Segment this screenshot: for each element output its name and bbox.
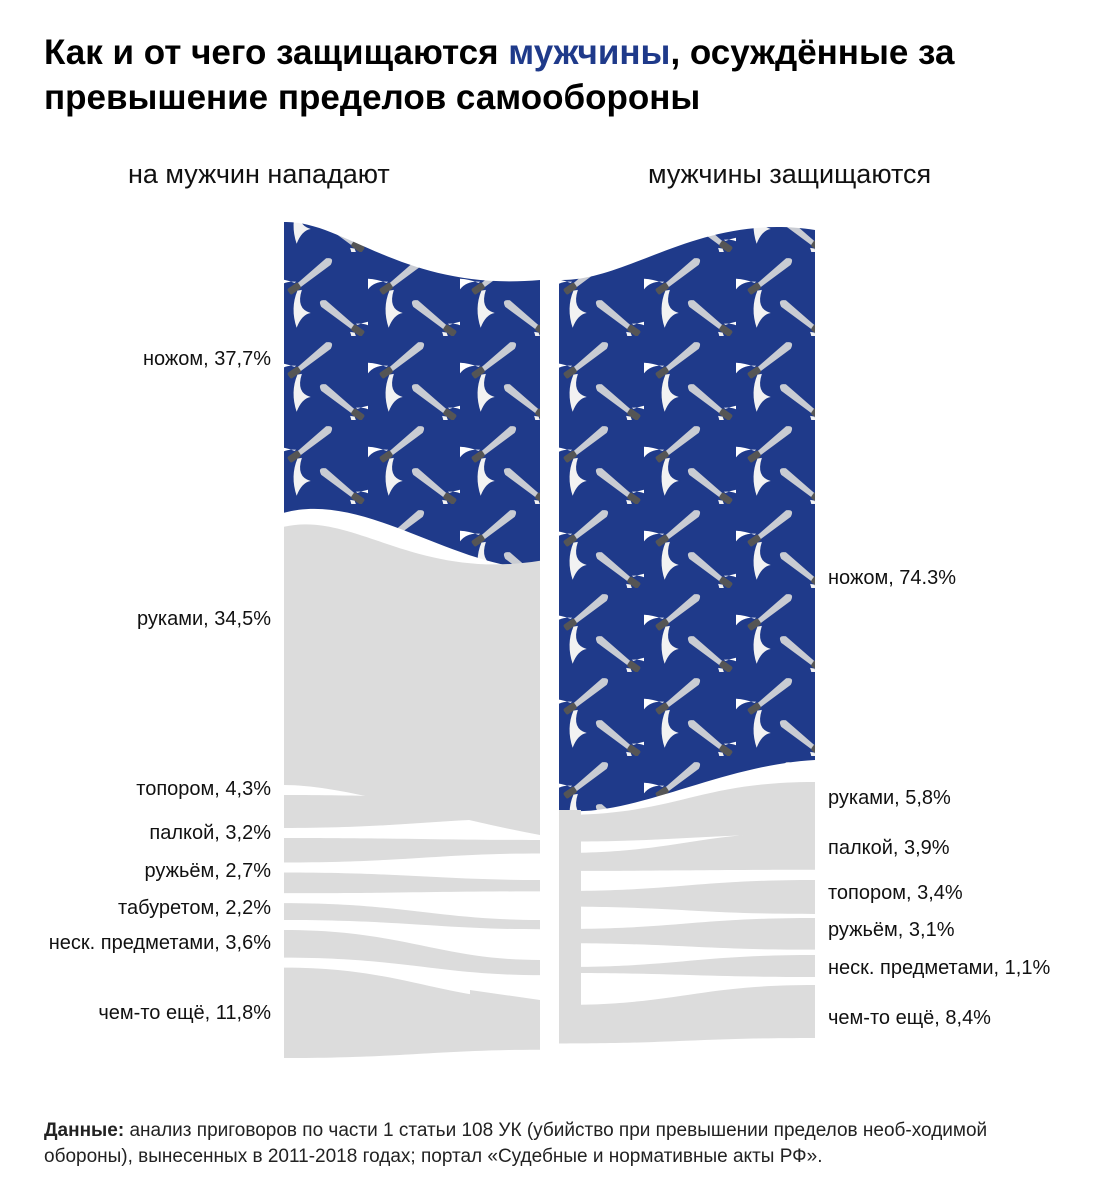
title-highlight: мужчины	[508, 33, 671, 72]
left-label-2: топором, 4,3%	[136, 778, 271, 800]
title-part2: , осуждённые за превышение пределов само…	[44, 33, 955, 117]
left-band-5	[284, 903, 540, 930]
title-part1: Как и от чего защищаются	[44, 33, 509, 72]
source-label: Данные:	[44, 1120, 125, 1141]
left-band-hands	[284, 524, 540, 836]
right-band-6	[559, 985, 815, 1044]
right-band-2	[559, 832, 815, 871]
right-label-5: неск. предметами, 1,1%	[828, 957, 1050, 979]
left-label-5: табуретом, 2,2%	[118, 897, 271, 919]
left-band-7	[284, 967, 540, 1058]
left-band-tail	[470, 990, 540, 1018]
source-text: анализ приговоров по части 1 статьи 108 …	[44, 1120, 988, 1167]
right-band-4	[559, 918, 815, 950]
right-column-heading: мужчины защищаются	[648, 159, 932, 189]
right-label-6: чем-то ещё, 8,4%	[828, 1007, 991, 1029]
left-label-0: ножом, 37,7%	[143, 348, 271, 370]
left-band-3	[284, 837, 540, 863]
right-label-2: палкой, 3,9%	[828, 837, 950, 859]
right-label-0: ножом, 74.3%	[828, 567, 956, 589]
sankey-chart: ножом, 37,7% руками, 34,5% топором, 4,3% па…	[49, 221, 1050, 1058]
right-label-4: ружьём, 3,1%	[828, 919, 955, 941]
left-label-1: руками, 34,5%	[137, 608, 271, 630]
right-band-5	[559, 955, 815, 977]
left-band-6	[284, 930, 540, 976]
right-label-3: топором, 3,4%	[828, 882, 963, 904]
right-band-knife	[559, 227, 815, 812]
left-label-7: чем-то ещё, 11,8%	[98, 1002, 271, 1024]
right-band-1	[559, 782, 815, 842]
right-band-3	[559, 880, 815, 914]
left-band-2	[284, 795, 540, 828]
chart-title: Как и от чего защищаются мужчины, осуждё…	[44, 30, 1074, 120]
left-label-4: ружьём, 2,7%	[145, 860, 272, 882]
right-label-1: руками, 5,8%	[828, 787, 951, 809]
left-band-knife	[284, 221, 540, 569]
source-note: Данные: анализ приговоров по части 1 ста…	[44, 1118, 1064, 1170]
left-band-4	[284, 872, 540, 894]
left-column-heading: на мужчин нападают	[128, 159, 390, 189]
right-band-trunk	[559, 810, 581, 1010]
left-label-6: неск. предметами, 3,6%	[49, 932, 271, 954]
left-label-3: палкой, 3,2%	[149, 822, 271, 844]
